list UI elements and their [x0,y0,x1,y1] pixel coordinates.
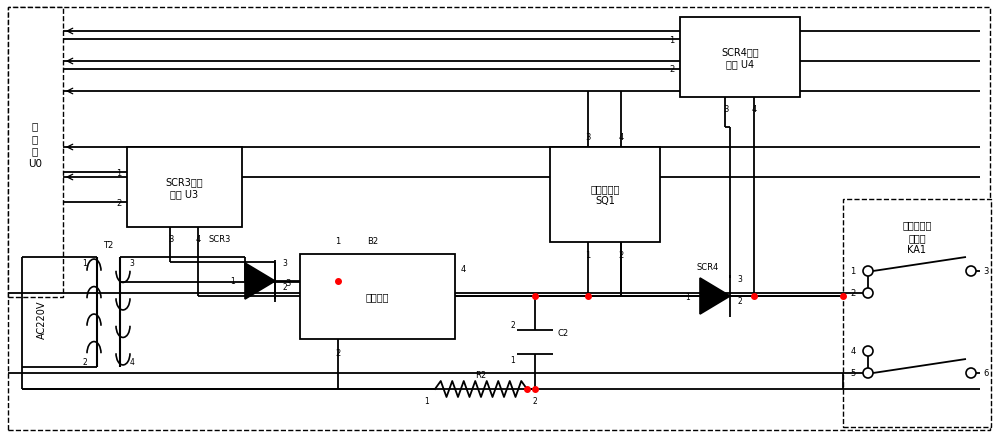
Text: AC220V: AC220V [37,300,47,339]
Polygon shape [245,263,275,299]
Text: 2: 2 [511,320,515,329]
Text: SCR4驱动
电路 U4: SCR4驱动 电路 U4 [721,47,759,69]
Text: 2: 2 [335,349,341,358]
Text: 整流电路: 整流电路 [365,291,389,301]
Text: 2: 2 [533,396,537,406]
Text: 1: 1 [585,250,591,259]
Text: 4: 4 [460,264,466,273]
Text: 3: 3 [738,274,742,283]
FancyBboxPatch shape [127,148,242,227]
Text: 4: 4 [752,105,757,114]
Text: 1: 1 [83,258,87,267]
Text: 3: 3 [285,278,291,287]
Text: 2: 2 [669,65,675,74]
Text: SCR3: SCR3 [209,235,231,244]
Text: 3: 3 [585,133,591,142]
Text: SCR4: SCR4 [697,262,719,271]
FancyBboxPatch shape [550,148,660,243]
Text: 2: 2 [83,358,87,367]
Text: 2: 2 [738,297,742,306]
FancyBboxPatch shape [300,254,455,339]
Polygon shape [700,279,730,314]
Text: 3: 3 [283,259,287,268]
Text: 充退磁切换
继电器
KA1: 充退磁切换 继电器 KA1 [902,220,932,255]
FancyBboxPatch shape [843,200,991,427]
Text: 控
制
器
U0: 控 制 器 U0 [28,121,42,168]
Text: 4: 4 [130,358,134,367]
Text: 1: 1 [511,356,515,365]
Text: 5: 5 [850,369,856,378]
Text: 1: 1 [669,35,675,44]
Text: 1: 1 [850,267,856,276]
Text: 电压变送器
SQ1: 电压变送器 SQ1 [590,184,620,206]
Text: R2: R2 [475,371,487,380]
Text: 2: 2 [283,282,287,291]
Text: 2: 2 [850,289,856,298]
Text: 1: 1 [116,168,122,177]
Text: C2: C2 [557,328,568,337]
Text: SCR3驱动
电路 U3: SCR3驱动 电路 U3 [165,177,203,199]
Text: 3: 3 [168,235,173,244]
Text: 2: 2 [618,250,624,259]
Text: 4: 4 [850,347,856,356]
Text: 2: 2 [116,198,122,207]
Text: B2: B2 [367,236,379,245]
Text: 3: 3 [983,267,989,276]
FancyBboxPatch shape [680,18,800,98]
Text: 4: 4 [196,235,201,244]
Text: 6: 6 [983,369,989,378]
Text: 1: 1 [231,277,235,286]
Text: 3: 3 [723,105,728,114]
Text: 4: 4 [618,133,624,142]
Text: 1: 1 [686,292,690,301]
FancyBboxPatch shape [8,8,63,297]
Text: 3: 3 [130,258,134,267]
Text: 1: 1 [335,236,341,245]
Text: T2: T2 [103,241,113,250]
Text: 1: 1 [425,396,429,406]
